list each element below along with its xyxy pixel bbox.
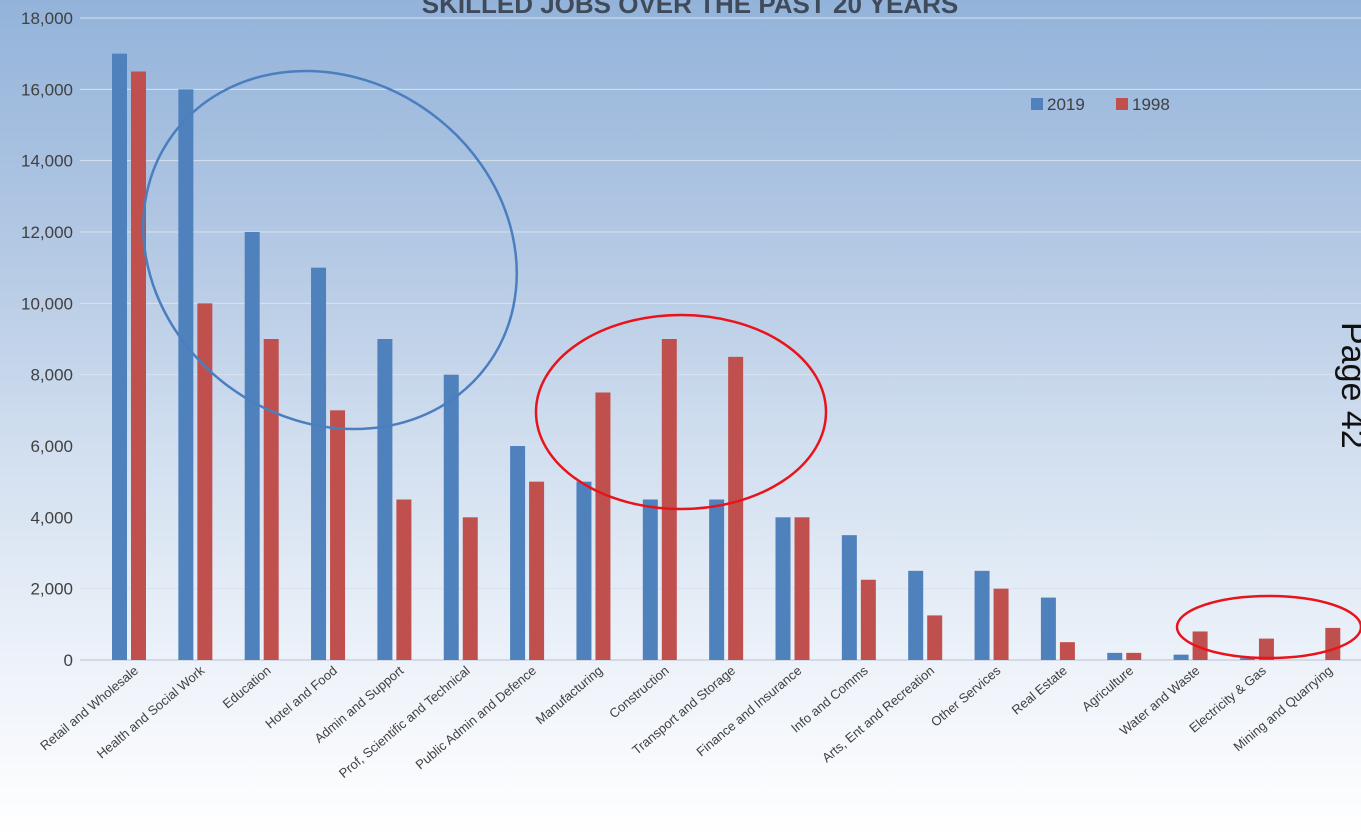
bar-2019: [841, 535, 857, 660]
legend-label-1998: 1998: [1132, 95, 1170, 114]
annotation-ellipse: [142, 69, 518, 431]
y-tick-label: 16,000: [21, 80, 73, 99]
bar-2019: [510, 446, 526, 660]
legend-swatch-2019: [1031, 98, 1043, 110]
gridlines: [80, 17, 1361, 661]
x-tick-label: Other Services: [928, 662, 1004, 729]
bar-2019: [311, 267, 327, 660]
page-label-group: Page 42: [1334, 322, 1361, 449]
bar-2019: [112, 53, 127, 660]
x-tick-label: Health and Social Work: [94, 662, 208, 761]
bar-1998: [263, 339, 279, 660]
bar-1998: [1126, 652, 1142, 660]
annotation-ellipse: [1175, 594, 1361, 660]
x-tick-label: Education: [220, 663, 274, 712]
y-axis: 0 2,000 4,000 6,000 8,000 10,000 12,000 14,000 1…: [21, 9, 73, 670]
bar-1998: [1192, 631, 1208, 660]
x-tick-label: Arts, Ent and Recreation: [819, 663, 937, 766]
bar-1998: [661, 339, 677, 660]
y-tick-label: 4,000: [30, 508, 73, 527]
x-tick-label: Agriculture: [1079, 663, 1136, 714]
bar-2019: [775, 517, 791, 660]
bar-2019: [244, 232, 260, 660]
x-tick-label: Construction: [606, 663, 672, 721]
bar-2019: [377, 339, 393, 660]
bar-1998: [529, 481, 545, 660]
y-tick-label: 2,000: [30, 580, 73, 599]
bar-2019: [1239, 658, 1255, 660]
bar-1998: [330, 410, 346, 660]
page-label: Page 42: [1334, 322, 1361, 449]
bar-1998: [1258, 638, 1274, 660]
y-tick-label: 8,000: [30, 366, 73, 385]
bar-1998: [197, 303, 213, 660]
bar-2019: [1173, 654, 1189, 660]
x-tick-label: Manufacturing: [533, 663, 606, 727]
bar-1998: [396, 499, 412, 660]
y-tick-label: 10,000: [21, 294, 73, 313]
bar-1998: [462, 517, 478, 660]
annotations: [142, 69, 1361, 660]
bar-2019: [576, 481, 592, 660]
chart-title: SKILLED JOBS OVER THE PAST 20 YEARS: [422, 0, 959, 19]
bar-1998: [794, 517, 810, 660]
y-tick-label: 0: [64, 651, 73, 670]
y-tick-label: 18,000: [21, 9, 73, 28]
bar-2019: [642, 499, 658, 660]
legend: 2019 1998: [1031, 95, 1170, 114]
bar-1998: [728, 356, 744, 660]
bar-2019: [974, 570, 990, 660]
bar-1998: [993, 588, 1009, 660]
bar-2019: [178, 89, 194, 661]
x-tick-label: Prof, Scientific and Technical: [336, 663, 473, 781]
bar-2019: [709, 499, 725, 660]
bar-1998: [131, 71, 146, 660]
legend-swatch-1998: [1116, 98, 1128, 110]
y-tick-label: 14,000: [21, 152, 73, 171]
bar-1998: [595, 392, 611, 660]
y-tick-label: 12,000: [21, 223, 73, 242]
legend-label-2019: 2019: [1047, 95, 1085, 114]
bar-1998: [860, 579, 876, 660]
x-tick-label: Real Estate: [1009, 663, 1070, 718]
bar-2019: [1107, 652, 1123, 660]
annotation-ellipse: [534, 313, 828, 511]
bar-1998: [1325, 627, 1341, 660]
bar-2019: [1040, 597, 1056, 660]
bar-1998: [1059, 642, 1075, 660]
y-tick-label: 6,000: [30, 437, 73, 456]
bar-2019: [443, 374, 459, 660]
bars: [112, 53, 1341, 661]
bar-1998: [927, 615, 943, 660]
bar-2019: [908, 570, 924, 660]
x-tick-label: Public Admin and Defence: [413, 663, 539, 773]
